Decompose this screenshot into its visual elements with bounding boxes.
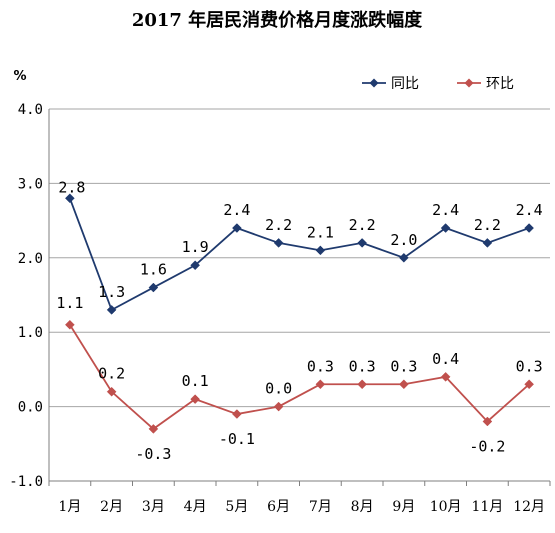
- x-tick-label: 5月: [225, 499, 248, 515]
- data-label: 1.1: [56, 294, 83, 312]
- legend-label: 环比: [486, 76, 514, 92]
- data-labels: 2.8 1.3 1.6 1.9 2.4 2.2 2.1 2.2 2.0 2.4 2.2 2.4 1.1 0…: [56, 178, 542, 463]
- data-point: [190, 260, 200, 271]
- y-tick-label: -1.0: [9, 474, 43, 490]
- data-label: 2.1: [307, 223, 334, 241]
- x-tick-label: 8月: [351, 499, 374, 515]
- series-line-1: [69, 197, 530, 312]
- legend: 同比 环比: [362, 76, 514, 92]
- data-label: 1.3: [98, 283, 125, 301]
- x-tick-label: 7月: [309, 499, 332, 515]
- data-label: 0.3: [516, 357, 543, 375]
- data-label: 0.4: [432, 350, 459, 368]
- data-point: [106, 386, 117, 397]
- axes: 4.0 3.0 2.0 1.0 0.0 -1.0 1月 2月 3月 4月 5月 6月 7月 8月 9月 10月…: [9, 102, 551, 515]
- data-label: -0.2: [469, 437, 505, 455]
- data-point: [232, 409, 242, 419]
- data-point: [273, 401, 284, 412]
- data-label: 0.3: [307, 357, 334, 375]
- data-label: 2.4: [432, 201, 459, 219]
- x-tick-label: 2月: [100, 499, 123, 515]
- x-tick-label: 4月: [184, 499, 207, 515]
- data-label: 2.0: [390, 231, 417, 249]
- series-line-2: [69, 324, 530, 431]
- data-point: [148, 282, 159, 293]
- data-label: 0.1: [182, 372, 209, 390]
- data-label: 0.3: [390, 357, 417, 375]
- data-label: 0.0: [265, 380, 292, 398]
- legend-label: 同比: [391, 76, 419, 92]
- x-tick-label: 9月: [392, 499, 415, 515]
- data-point: [440, 371, 451, 382]
- y-tick-label: 2.0: [18, 251, 43, 267]
- data-point: [440, 223, 451, 233]
- data-point: [357, 379, 367, 390]
- data-point: [524, 223, 534, 233]
- data-label: -0.1: [219, 430, 255, 448]
- data-label: 2.2: [474, 216, 501, 234]
- data-label: 1.6: [140, 261, 167, 279]
- x-tick-label: 10月: [430, 499, 462, 515]
- chart-title: 2017 年居民消费价格月度涨跌幅度: [132, 9, 423, 31]
- data-label: 2.2: [349, 216, 376, 234]
- data-point: [106, 305, 117, 315]
- data-label: -0.3: [135, 445, 171, 463]
- data-point: [273, 238, 284, 248]
- data-label: 2.4: [516, 201, 543, 219]
- data-point: [524, 379, 534, 390]
- x-tick-label: 11月: [471, 499, 503, 515]
- x-tick-label: 1月: [58, 499, 81, 515]
- data-point: [232, 223, 242, 233]
- data-point: [65, 193, 75, 204]
- x-tick-label: 12月: [513, 499, 545, 515]
- y-tick-label: 0.0: [18, 400, 43, 416]
- y-tick-label: 1.0: [18, 325, 43, 341]
- data-label: 2.2: [265, 216, 292, 234]
- x-tick-label: 3月: [142, 499, 165, 515]
- data-label: 2.8: [58, 178, 85, 196]
- data-point: [482, 238, 493, 248]
- data-point: [315, 379, 326, 390]
- data-label: 0.3: [349, 357, 376, 375]
- data-label: 1.9: [182, 238, 209, 256]
- data-point: [190, 394, 200, 405]
- y-axis-unit: %: [13, 69, 26, 84]
- data-point: [399, 379, 409, 390]
- legend-marker: [369, 78, 379, 88]
- data-point: [482, 416, 493, 427]
- x-tick-label: 6月: [267, 499, 290, 515]
- data-label: 2.4: [223, 201, 250, 219]
- data-point: [65, 319, 75, 330]
- data-point: [357, 238, 367, 248]
- y-tick-label: 3.0: [18, 176, 43, 192]
- data-point: [315, 245, 326, 256]
- y-tick-label: 4.0: [18, 102, 43, 118]
- data-label: 0.2: [98, 365, 125, 383]
- legend-marker: [464, 78, 474, 88]
- series-layer: [65, 193, 534, 434]
- data-point: [148, 424, 159, 434]
- data-point: [399, 252, 409, 263]
